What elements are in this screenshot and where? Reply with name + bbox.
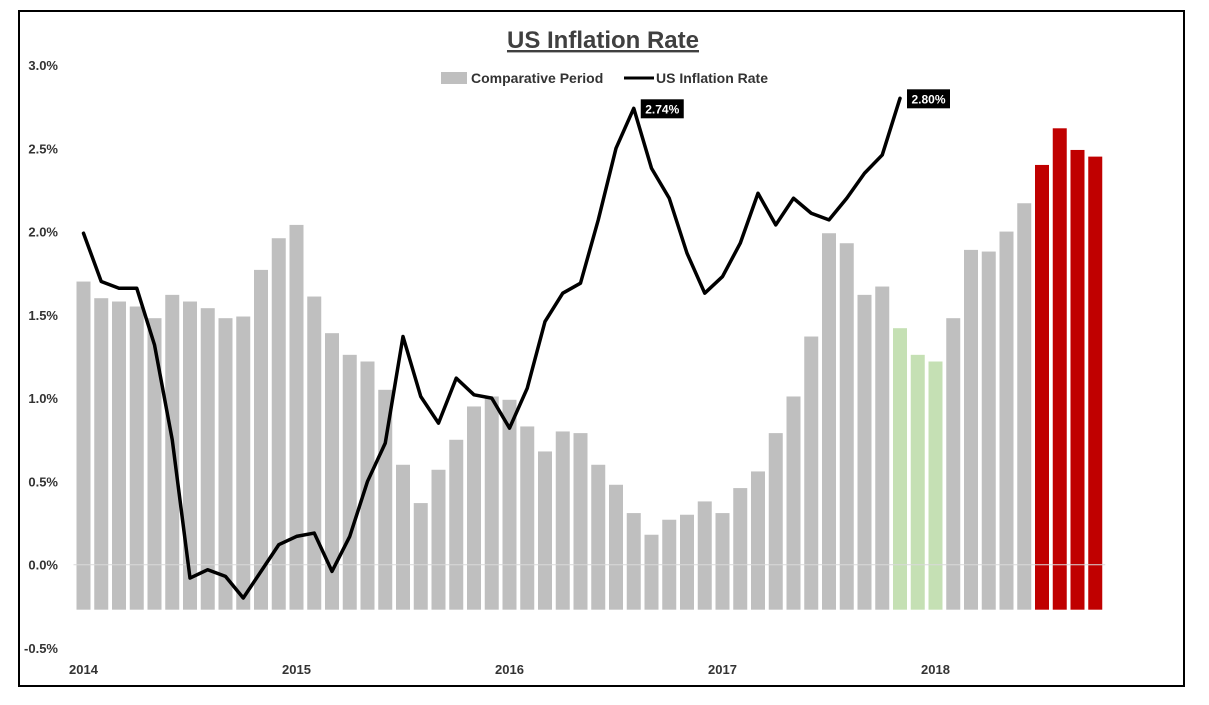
bar <box>857 294 872 610</box>
y-tick-label: 1.5% <box>28 308 58 323</box>
bar <box>1070 149 1085 610</box>
bar <box>768 433 783 610</box>
legend-swatch-comparative-period <box>441 72 467 84</box>
bar <box>396 464 410 610</box>
y-tick-label: 0.5% <box>28 474 58 489</box>
bar <box>271 238 286 610</box>
bar <box>999 231 1014 610</box>
bar <box>697 501 712 610</box>
x-tick-label: 2018 <box>921 662 950 677</box>
bar <box>236 316 251 610</box>
bar <box>183 301 197 610</box>
bar <box>644 534 659 610</box>
y-tick-label: 0.0% <box>28 558 58 573</box>
bar <box>307 296 322 610</box>
bar <box>573 433 588 610</box>
data-label-box <box>907 89 950 109</box>
data-label: 2.74% <box>645 102 679 116</box>
bar <box>342 354 357 610</box>
bar <box>449 439 464 610</box>
bar <box>413 503 428 610</box>
bar <box>751 471 765 610</box>
bar <box>502 399 517 610</box>
y-tick-label: 1.0% <box>28 391 58 406</box>
bar <box>591 464 606 610</box>
bar <box>76 281 91 610</box>
bar <box>129 306 144 610</box>
x-axis: 2014 2015 2016 2017 2018 <box>69 662 950 677</box>
bar <box>1088 156 1103 610</box>
bar <box>733 488 748 610</box>
y-tick-label: 2.5% <box>28 141 58 156</box>
bar <box>1017 203 1032 610</box>
bar <box>218 318 233 610</box>
x-tick-label: 2015 <box>282 662 311 677</box>
y-tick-label: 2.0% <box>28 225 58 240</box>
bar <box>1035 164 1049 610</box>
bar <box>981 251 996 610</box>
bar <box>94 298 109 610</box>
legend-label-us-inflation-rate: US Inflation Rate <box>656 70 768 86</box>
series-line <box>81 96 902 600</box>
bar <box>325 333 339 610</box>
legend: Comparative Period US Inflation Rate <box>441 70 768 86</box>
bar <box>928 361 943 610</box>
chart-title: US Inflation Rate <box>507 27 699 54</box>
bar <box>538 451 552 610</box>
chart-frame: US Inflation Rate Comparative Period US … <box>18 10 1185 687</box>
x-tick-label: 2014 <box>69 662 99 677</box>
bar <box>431 469 446 610</box>
bar <box>254 269 268 610</box>
bar <box>875 286 890 610</box>
bars <box>76 128 1103 610</box>
bar <box>715 513 730 610</box>
bar <box>946 318 961 610</box>
x-tick-label: 2017 <box>708 662 737 677</box>
bar <box>378 389 393 610</box>
bar <box>609 484 623 610</box>
bar <box>964 249 978 610</box>
bar <box>112 301 126 610</box>
bar <box>804 336 819 610</box>
bar <box>289 224 304 610</box>
inflation-chart: US Inflation Rate Comparative Period US … <box>24 27 1106 677</box>
bar <box>147 318 162 610</box>
bar <box>822 233 836 610</box>
bar <box>680 514 694 610</box>
data-label: 2.80% <box>911 92 945 106</box>
legend-label-comparative-period: Comparative Period <box>471 70 603 86</box>
data-labels: 2.74% 2.80% <box>640 89 950 119</box>
bar <box>555 431 570 610</box>
bar <box>839 243 854 610</box>
bar <box>626 513 641 610</box>
bar <box>786 396 801 610</box>
y-tick-label: -0.5% <box>24 641 58 656</box>
bar <box>910 354 925 610</box>
y-tick-label: 3.0% <box>28 58 58 73</box>
data-label-box <box>640 99 684 119</box>
bar <box>520 426 535 610</box>
bar <box>1052 128 1067 610</box>
bar <box>484 396 499 610</box>
bar <box>467 406 481 610</box>
bar <box>893 328 907 610</box>
x-tick-label: 2016 <box>495 662 524 677</box>
y-axis: 3.0% 2.5% 2.0% 1.5% 1.0% 0.5% 0.0% -0.5% <box>24 58 58 656</box>
bar <box>200 308 215 610</box>
